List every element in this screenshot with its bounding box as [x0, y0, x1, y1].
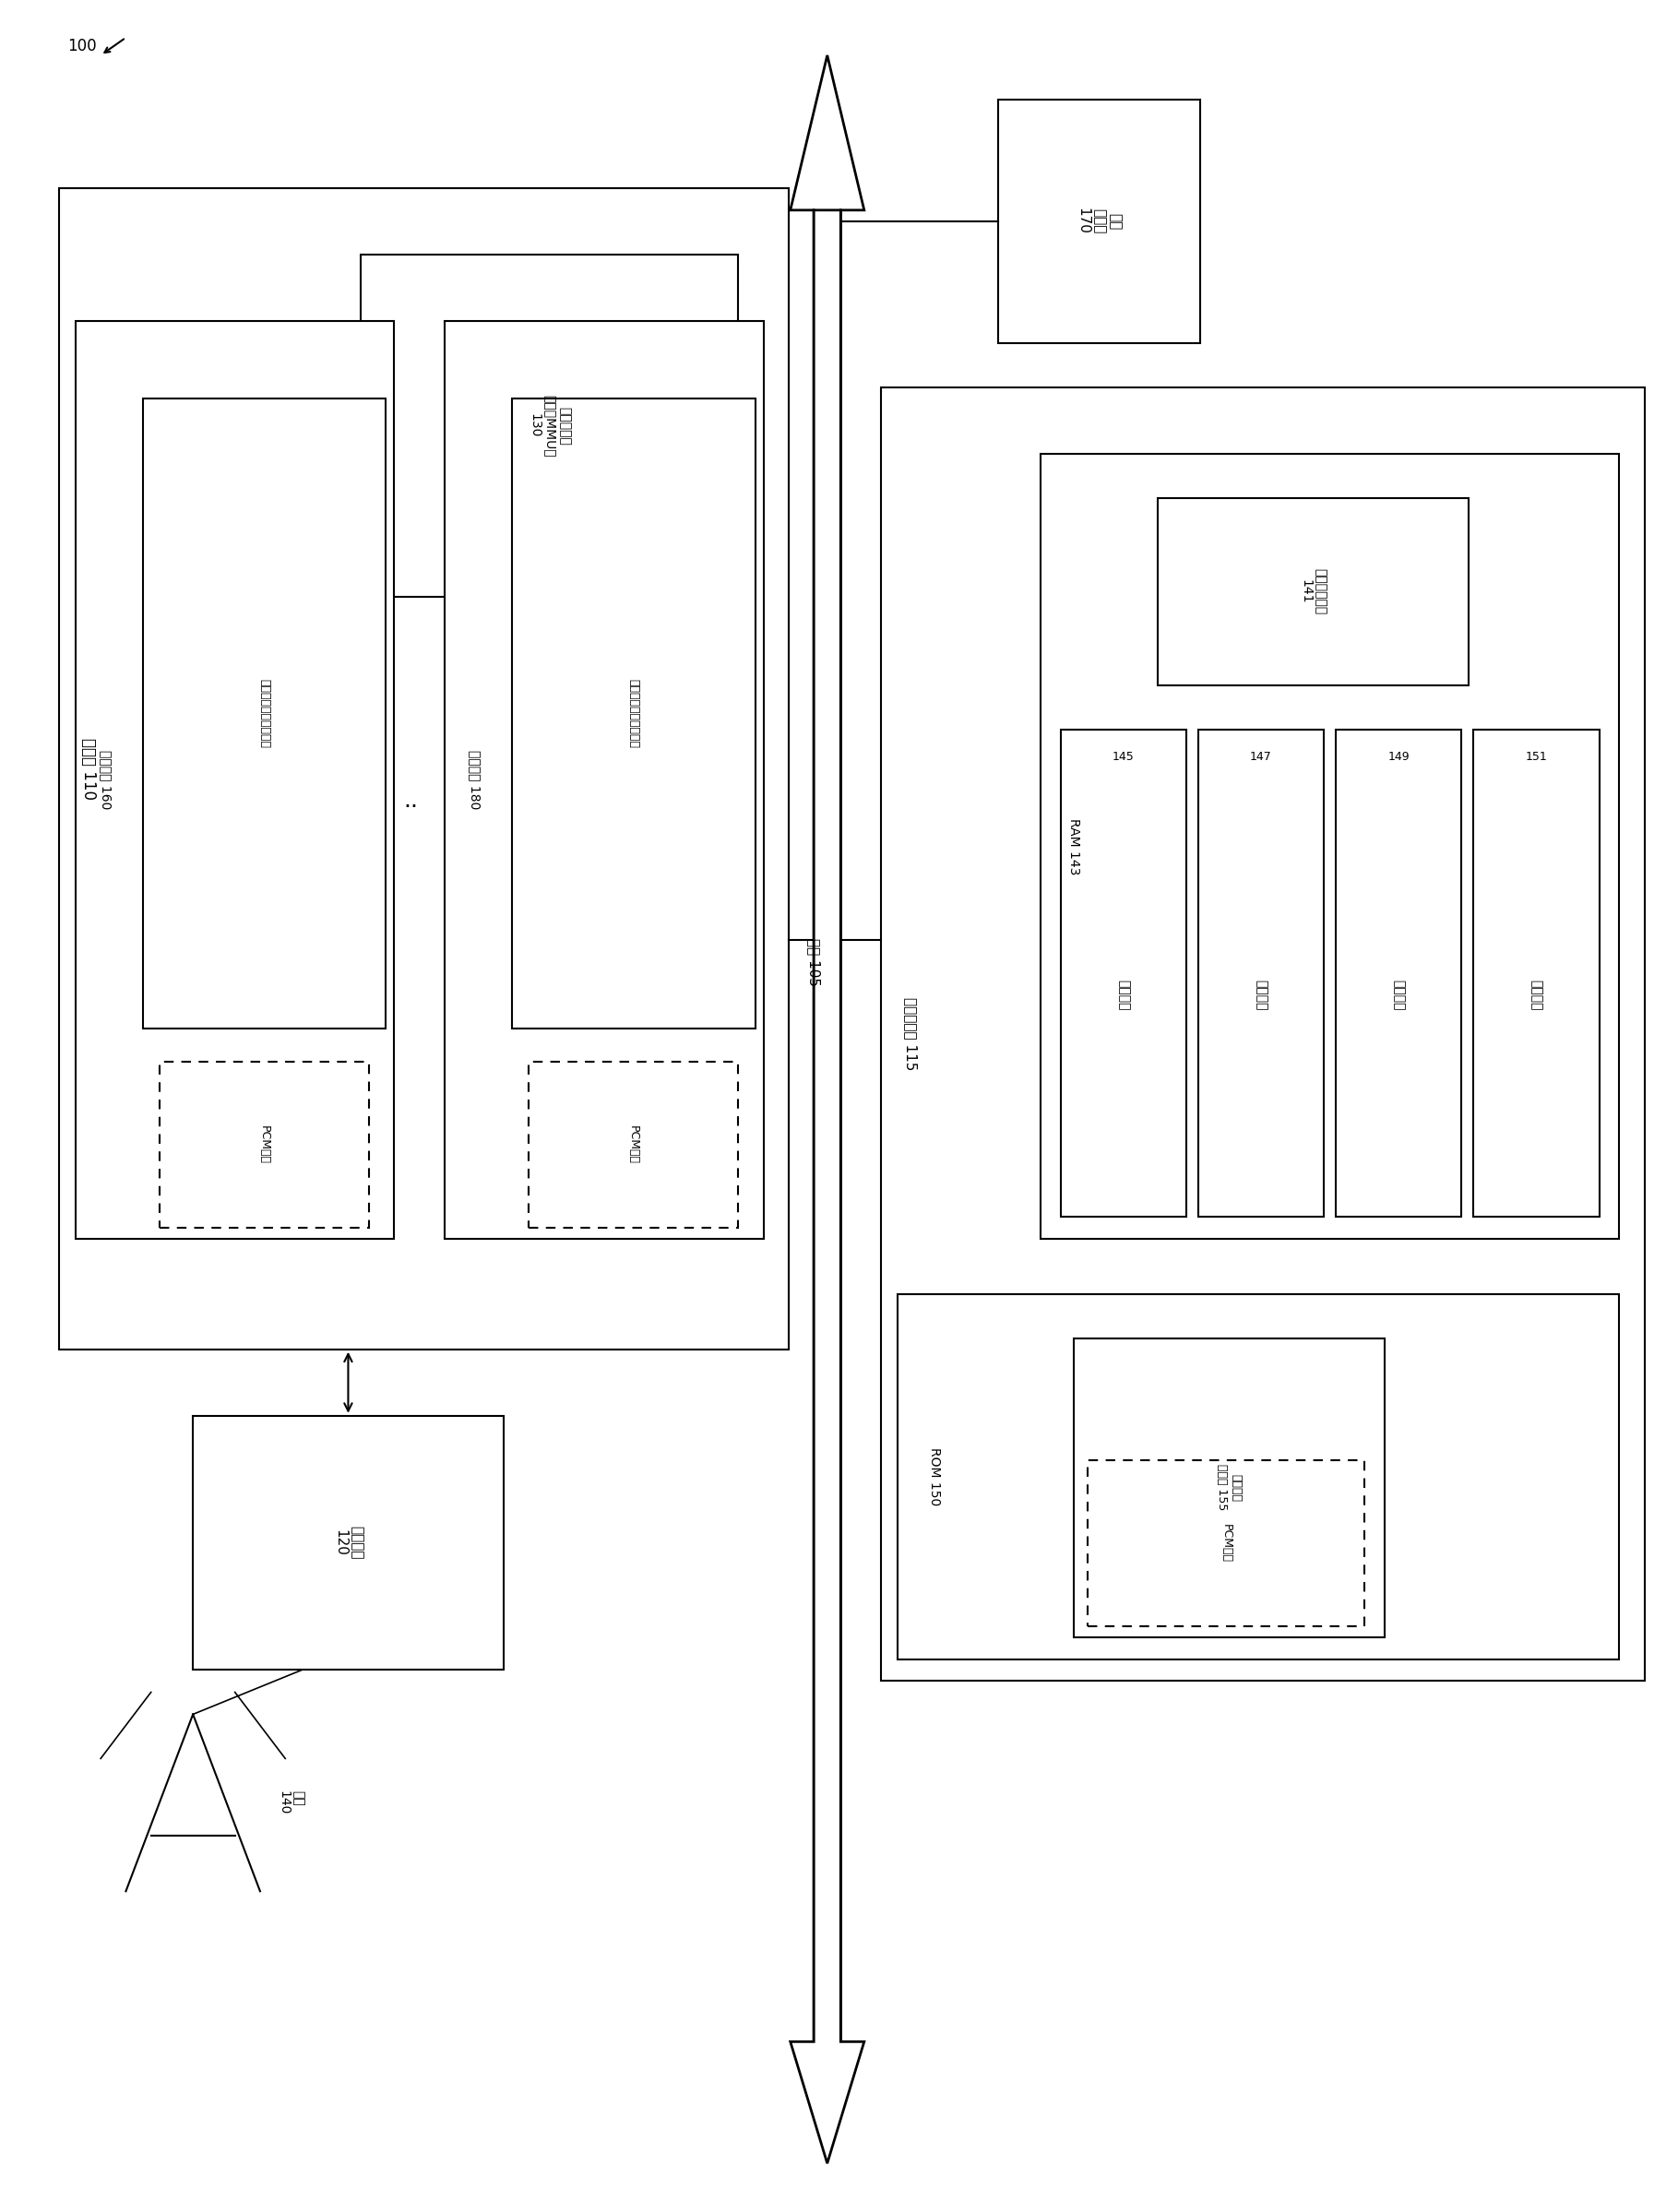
Bar	[361, 254, 738, 597]
Text: 磁盘
驱动器
170: 磁盘 驱动器 170	[1076, 208, 1123, 234]
Bar	[59, 188, 789, 1349]
Bar	[529, 1062, 738, 1228]
Text: 嵌入式非易失性存储器: 嵌入式非易失性存储器	[258, 679, 270, 748]
Bar	[76, 321, 394, 1239]
Polygon shape	[790, 55, 864, 2042]
Text: PCM特征: PCM特征	[258, 1126, 270, 1164]
Text: 非易失性
存储器 155: 非易失性 存储器 155	[1217, 1464, 1242, 1511]
Text: 第二核心 180: 第二核心 180	[468, 750, 482, 810]
Text: 天线
140: 天线 140	[277, 1792, 305, 1814]
Bar	[1473, 730, 1599, 1217]
Bar	[881, 387, 1644, 1681]
Bar	[1060, 730, 1186, 1217]
Text: ROM 150: ROM 150	[928, 1447, 941, 1506]
Text: 无线接口
120: 无线接口 120	[334, 1526, 362, 1559]
Text: 其他程序: 其他程序	[1393, 980, 1404, 1011]
Text: 应用程序: 应用程序	[1255, 980, 1267, 1011]
Text: 系统存储器 115: 系统存储器 115	[904, 998, 918, 1071]
Bar	[1087, 1460, 1364, 1626]
Bar	[143, 398, 386, 1029]
Text: PCM特征: PCM特征	[1220, 1524, 1232, 1562]
Text: 存储器管理
单元（MMU）
130: 存储器管理 单元（MMU） 130	[529, 394, 571, 458]
Bar	[1158, 498, 1468, 686]
Text: 接口 105: 接口 105	[807, 938, 821, 987]
Bar	[193, 1416, 503, 1670]
Bar	[512, 398, 755, 1029]
Text: ..: ..	[404, 790, 418, 812]
Text: 程序数据: 程序数据	[1530, 980, 1542, 1011]
Bar	[1198, 730, 1324, 1217]
Text: 149: 149	[1388, 750, 1410, 763]
Text: 第一核心 160: 第一核心 160	[99, 750, 112, 810]
Bar	[445, 321, 763, 1239]
Polygon shape	[790, 210, 864, 2163]
Text: PCM特征: PCM特征	[628, 1126, 639, 1164]
Text: 145: 145	[1113, 750, 1134, 763]
Bar	[998, 100, 1200, 343]
Text: RAM 143: RAM 143	[1067, 818, 1081, 874]
Bar	[898, 1294, 1619, 1659]
Text: 嵌入式非易失性存储器: 嵌入式非易失性存储器	[628, 679, 639, 748]
Text: 151: 151	[1525, 750, 1547, 763]
Bar	[1040, 453, 1619, 1239]
Text: 存储器管理器
141: 存储器管理器 141	[1299, 568, 1327, 615]
Text: 处理器 110: 处理器 110	[81, 739, 97, 799]
Bar	[1336, 730, 1462, 1217]
Text: 100: 100	[67, 38, 96, 55]
Text: 147: 147	[1250, 750, 1272, 763]
Text: 操作系统: 操作系统	[1118, 980, 1129, 1011]
Bar	[159, 1062, 369, 1228]
Bar	[1074, 1338, 1384, 1637]
